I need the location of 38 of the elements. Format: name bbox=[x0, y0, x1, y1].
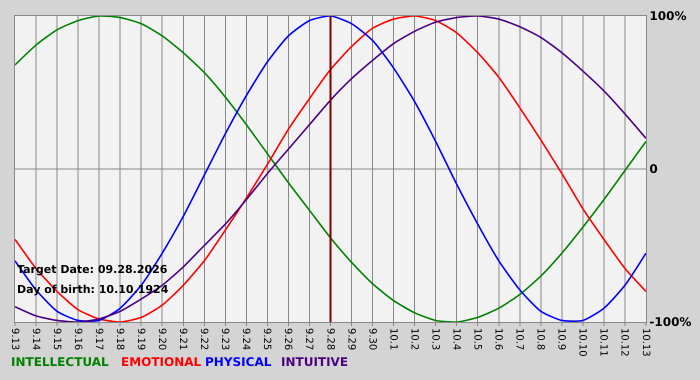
x-tick-label: 10.11 bbox=[598, 328, 609, 357]
x-tick-label: 10.5 bbox=[471, 328, 482, 350]
x-tick-label: 10.10 bbox=[576, 328, 588, 357]
y-tick-label: 100% bbox=[649, 9, 686, 24]
x-tick-label: 9.30 bbox=[366, 328, 378, 350]
x-tick-label: 9.19 bbox=[134, 328, 146, 350]
x-tick-label: 9.18 bbox=[114, 328, 125, 350]
x-tick-label: 10.2 bbox=[408, 328, 420, 350]
x-tick-label: 10.8 bbox=[534, 328, 546, 350]
x-tick-label: 9.14 bbox=[30, 328, 41, 350]
x-tick-label: 9.26 bbox=[282, 328, 294, 350]
x-tick-label: 9.25 bbox=[261, 328, 272, 350]
text: PHYSICAL bbox=[205, 355, 272, 369]
x-tick-label: 9.13 bbox=[8, 328, 20, 350]
x-tick-label: 9.15 bbox=[50, 328, 62, 350]
x-tick-label: 10.7 bbox=[514, 328, 525, 350]
x-tick-label: 10.12 bbox=[618, 328, 630, 357]
x-tick-label: 9.21 bbox=[177, 328, 188, 350]
x-tick-label: 9.22 bbox=[198, 328, 210, 350]
text: INTELLECTUAL bbox=[11, 355, 110, 369]
x-tick-label: 10.6 bbox=[492, 328, 504, 350]
text: INTUITIVE bbox=[281, 355, 348, 369]
x-tick-label: 9.20 bbox=[156, 328, 167, 350]
x-tick-label: 9.24 bbox=[240, 328, 252, 350]
y-tick-label: -100% bbox=[649, 315, 692, 330]
x-tick-label: 9.27 bbox=[303, 328, 314, 350]
x-tick-label: 9.23 bbox=[219, 328, 230, 350]
y-tick-label: 0 bbox=[649, 162, 658, 176]
x-tick-label: 10.9 bbox=[556, 328, 567, 350]
x-tick-label: 10.4 bbox=[450, 328, 462, 350]
text: EMOTIONAL bbox=[121, 355, 202, 369]
x-tick-label: 10.13 bbox=[640, 328, 651, 357]
x-tick-label: 10.1 bbox=[387, 328, 398, 350]
x-tick-label: 10.3 bbox=[429, 328, 440, 350]
x-tick-label: 9.17 bbox=[92, 328, 104, 350]
x-tick-label: 9.16 bbox=[72, 328, 83, 350]
x-tick-label: 9.28 bbox=[324, 328, 336, 350]
x-tick-label: 9.29 bbox=[345, 328, 356, 350]
